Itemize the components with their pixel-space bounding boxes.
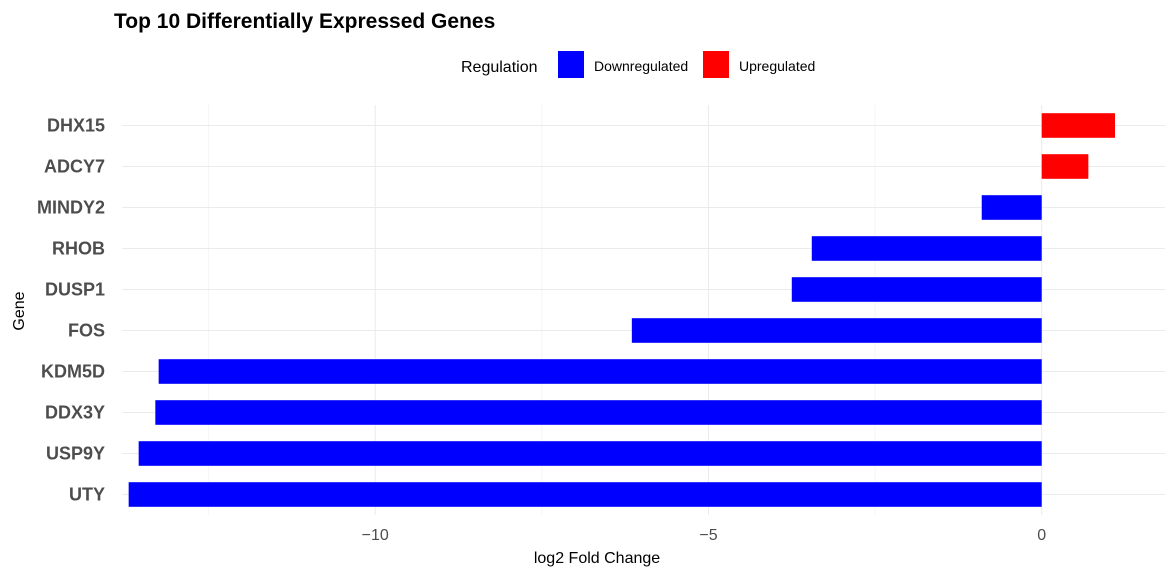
x-tick-label: −5 — [699, 527, 717, 544]
y-tick-label: KDM5D — [41, 362, 105, 382]
x-tick-label: −10 — [362, 527, 389, 544]
legend-title: Regulation — [461, 59, 538, 76]
bar-uty — [128, 482, 1042, 507]
legend-swatch-downregulated — [558, 51, 584, 78]
y-tick-label: DHX15 — [47, 116, 105, 136]
y-tick-label: USP9Y — [46, 444, 105, 464]
legend-label-downregulated: Downregulated — [594, 58, 688, 74]
y-tick-label: DUSP1 — [45, 280, 105, 300]
y-tick-label: RHOB — [52, 239, 105, 259]
y-tick-label: ADCY7 — [44, 157, 105, 177]
y-tick-label: FOS — [68, 321, 105, 341]
bar-kdm5d — [158, 359, 1042, 384]
legend-swatch-upregulated — [703, 51, 729, 78]
y-axis-label: Gene — [11, 291, 28, 330]
bar-ddx3y — [155, 400, 1042, 425]
bar-dhx15 — [1041, 113, 1116, 138]
bar-adcy7 — [1041, 154, 1089, 179]
y-tick-label: MINDY2 — [37, 198, 105, 218]
bar-mindy2 — [981, 195, 1042, 220]
x-axis-ticks: −10 −5 0 — [362, 527, 1047, 544]
bars — [128, 113, 1116, 507]
y-tick-label: DDX3Y — [45, 403, 105, 423]
y-tick-label: UTY — [69, 485, 105, 505]
bar-fos — [631, 318, 1042, 343]
bar-usp9y — [138, 441, 1042, 466]
legend: Regulation Downregulated Upregulated — [461, 51, 815, 78]
legend-label-upregulated: Upregulated — [739, 58, 815, 74]
bar-rhob — [811, 236, 1042, 261]
x-axis-label: log2 Fold Change — [534, 550, 660, 567]
bar-dusp1 — [791, 277, 1042, 302]
y-axis-ticks: DHX15 ADCY7 MINDY2 RHOB DUSP1 FOS KDM5D DDX3Y US… — [37, 116, 105, 505]
chart-title: Top 10 Differentially Expressed Genes — [114, 10, 495, 33]
x-tick-label: 0 — [1037, 527, 1046, 544]
